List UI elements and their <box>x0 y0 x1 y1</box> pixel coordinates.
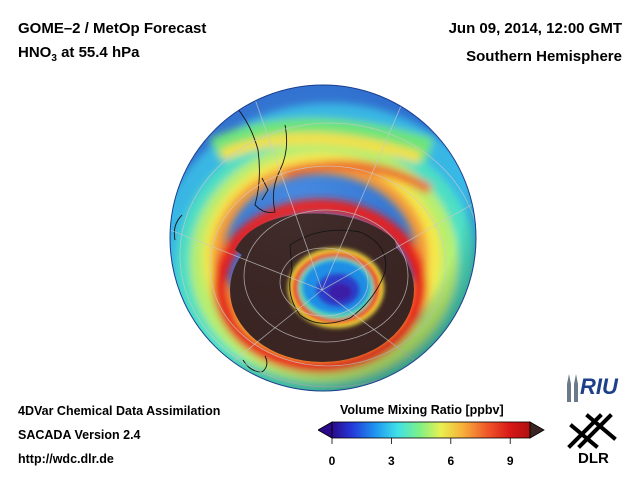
species-subscript: 3 <box>51 53 57 64</box>
riu-logo-text: RIU <box>580 374 618 399</box>
colorbar-gradient <box>331 421 531 439</box>
colorbar-tick-label: 3 <box>388 454 395 468</box>
dlr-logo-text: DLR <box>578 450 609 467</box>
riu-logo: RIU <box>565 372 625 404</box>
species-label: HNO3 at 55.4 hPa <box>18 45 139 64</box>
colorbar-tick-label: 0 <box>328 454 336 468</box>
species-main: HNO <box>18 44 52 61</box>
colorbar-tick-label: 6 <box>447 454 455 468</box>
cathedral-icon <box>567 374 578 402</box>
footer-version: SACADA Version 2.4 <box>18 428 141 442</box>
colorbar <box>318 421 545 444</box>
footer-assimilation: 4DVar Chemical Data Assimilation <box>18 404 221 418</box>
hemisphere-label: Southern Hemisphere <box>466 48 622 65</box>
species-rest: at 55.4 hPa <box>56 44 140 61</box>
dlr-logo: DLR <box>566 412 626 472</box>
forecast-datetime: Jun 09, 2014, 12:00 GMT <box>448 20 622 37</box>
dlr-emblem-icon <box>567 413 617 449</box>
colorbar-title: Volume Mixing Ratio [ppbv] <box>340 403 504 417</box>
colorbar-min-arrow <box>318 421 333 439</box>
product-title: GOME–2 / MetOp Forecast <box>18 20 207 37</box>
footer-url[interactable]: http://wdc.dlr.de <box>18 452 114 466</box>
colorbar-tick-label: 9 <box>506 454 514 468</box>
colorbar-max-arrow <box>529 421 545 439</box>
